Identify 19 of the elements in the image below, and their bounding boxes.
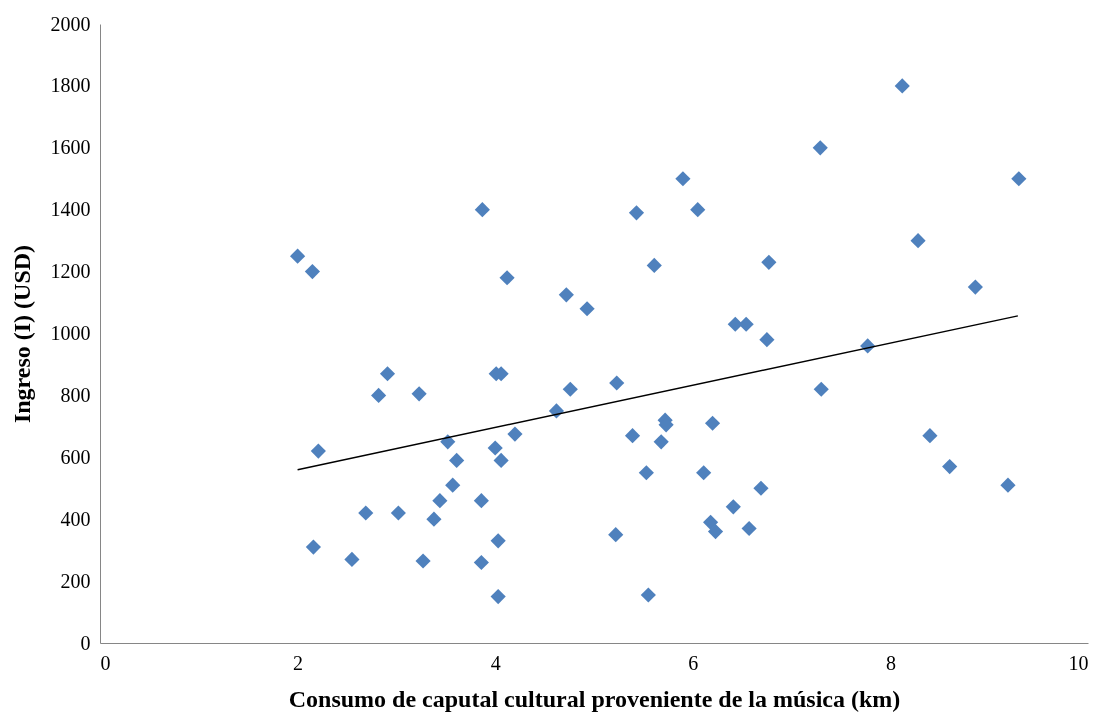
y-tick-label: 200 xyxy=(60,569,91,592)
y-tick-label: 1800 xyxy=(50,74,91,97)
y-tick-label: 0 xyxy=(80,631,91,654)
x-axis-title: Consumo de caputal cultural proveniente de la música (km) xyxy=(288,685,901,712)
x-tick-label: 10 xyxy=(1068,651,1089,674)
y-axis-title: Ingreso (I) (USD) xyxy=(8,244,35,424)
y-tick-label: 1200 xyxy=(50,260,91,283)
y-tick-label: 2000 xyxy=(50,12,91,35)
y-tick-label: 1000 xyxy=(50,322,91,344)
y-tick-label: 800 xyxy=(60,383,91,406)
y-tick-label: 600 xyxy=(60,445,91,468)
x-tick-label: 2 xyxy=(293,651,304,674)
y-tick-label: 1400 xyxy=(50,198,91,221)
x-tick-label: 0 xyxy=(100,651,111,674)
x-tick-label: 4 xyxy=(490,651,501,674)
y-tick-label: 1600 xyxy=(50,136,91,159)
y-tick-label: 400 xyxy=(60,507,91,530)
x-tick-label: 6 xyxy=(688,651,699,674)
x-tick-label: 8 xyxy=(885,651,896,674)
